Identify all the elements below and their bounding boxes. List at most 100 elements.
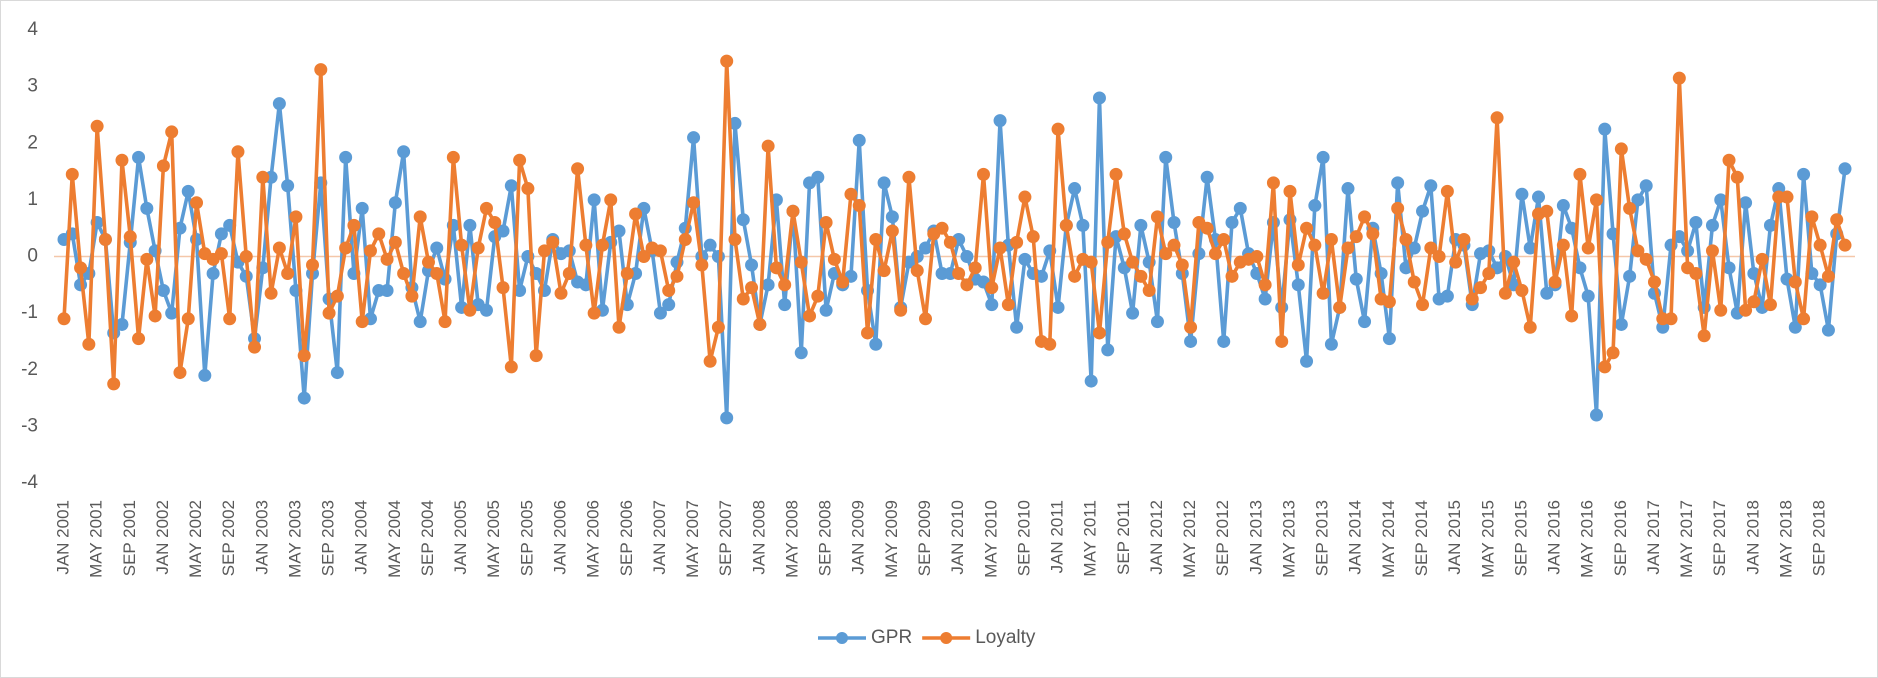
- x-tick-label: SEP 2017: [1710, 500, 1729, 576]
- data-point: [57, 312, 71, 326]
- data-point: [1813, 238, 1827, 252]
- data-point: [1780, 190, 1794, 204]
- data-point: [1217, 233, 1231, 247]
- y-tick-label: 3: [27, 76, 38, 97]
- data-point: [123, 230, 137, 244]
- data-point: [1556, 199, 1570, 213]
- data-point: [811, 170, 825, 184]
- data-point: [844, 187, 858, 201]
- data-point: [1424, 179, 1438, 193]
- data-point: [960, 250, 974, 263]
- x-tick-label: SEP 2014: [1412, 500, 1431, 576]
- data-point: [745, 281, 759, 295]
- data-point: [1101, 235, 1115, 249]
- data-point: [1515, 283, 1529, 297]
- data-point: [339, 241, 353, 255]
- data-point: [156, 283, 170, 297]
- data-point: [885, 210, 899, 224]
- data-point: [736, 292, 750, 306]
- data-point: [935, 221, 949, 235]
- data-point: [446, 150, 460, 164]
- data-point: [629, 207, 643, 221]
- data-point: [397, 145, 411, 159]
- x-tick-label: MAY 2005: [484, 500, 503, 578]
- data-point: [297, 391, 311, 405]
- data-point: [1432, 250, 1446, 263]
- data-point: [214, 247, 228, 261]
- data-point: [1001, 298, 1015, 312]
- data-point: [1623, 201, 1637, 215]
- data-point: [173, 366, 187, 380]
- data-point: [1705, 218, 1719, 232]
- data-point: [1739, 196, 1753, 210]
- data-point: [430, 266, 444, 280]
- y-tick-label: 4: [27, 19, 38, 40]
- data-point: [1324, 337, 1338, 351]
- data-point: [678, 233, 692, 247]
- x-tick-label: MAY 2008: [782, 500, 801, 578]
- data-point: [1018, 252, 1032, 266]
- data-point: [1399, 233, 1413, 247]
- data-point: [1258, 278, 1272, 292]
- data-point: [620, 266, 634, 280]
- x-tick-label: MAY 2011: [1081, 500, 1100, 577]
- data-point: [239, 250, 253, 263]
- data-point: [504, 179, 518, 193]
- data-point: [256, 170, 270, 184]
- data-point: [1266, 176, 1280, 190]
- data-point: [355, 315, 369, 329]
- data-point: [330, 289, 344, 303]
- data-point: [1349, 272, 1363, 286]
- data-point: [803, 309, 817, 323]
- x-tick-label: JAN 2013: [1246, 500, 1265, 575]
- data-point: [653, 306, 667, 320]
- data-point: [1821, 323, 1835, 337]
- x-tick-label: SEP 2016: [1611, 500, 1630, 576]
- data-point: [1540, 204, 1554, 218]
- data-point: [380, 252, 394, 266]
- data-point: [579, 238, 593, 252]
- data-point: [455, 238, 469, 252]
- data-point: [306, 258, 320, 272]
- data-point: [1084, 255, 1098, 269]
- data-point: [1581, 289, 1595, 303]
- data-point: [703, 354, 717, 368]
- data-point: [1631, 244, 1645, 258]
- data-point: [1457, 233, 1471, 247]
- data-point: [1647, 275, 1661, 289]
- data-point: [82, 337, 96, 351]
- data-point: [1763, 298, 1777, 312]
- data-point: [165, 306, 179, 320]
- data-point: [1101, 343, 1115, 357]
- data-point: [670, 269, 684, 283]
- x-tick-label: JAN 2004: [352, 500, 371, 575]
- x-tick-label: JAN 2015: [1445, 500, 1464, 575]
- data-point: [786, 204, 800, 218]
- data-point: [1382, 295, 1396, 309]
- data-point: [1043, 337, 1057, 351]
- data-point: [1068, 269, 1082, 283]
- data-point: [687, 196, 701, 210]
- data-point: [1358, 210, 1372, 224]
- data-point: [1150, 315, 1164, 329]
- data-point: [1291, 258, 1305, 272]
- x-tick-label: JAN 2008: [749, 500, 768, 575]
- data-point: [1788, 275, 1802, 289]
- data-point: [1639, 252, 1653, 266]
- x-tick-label: SEP 2005: [517, 500, 536, 576]
- data-point: [1059, 218, 1073, 232]
- data-point: [1358, 315, 1372, 329]
- x-tick-label: MAY 2007: [683, 500, 702, 578]
- data-point: [1482, 266, 1496, 280]
- data-point: [504, 360, 518, 374]
- data-point: [1134, 269, 1148, 283]
- data-point: [1581, 241, 1595, 255]
- data-point: [919, 312, 933, 326]
- data-point: [869, 233, 883, 247]
- data-point: [98, 233, 112, 247]
- data-point: [1498, 286, 1512, 300]
- data-point: [1739, 303, 1753, 317]
- legend-label: GPR: [871, 627, 912, 648]
